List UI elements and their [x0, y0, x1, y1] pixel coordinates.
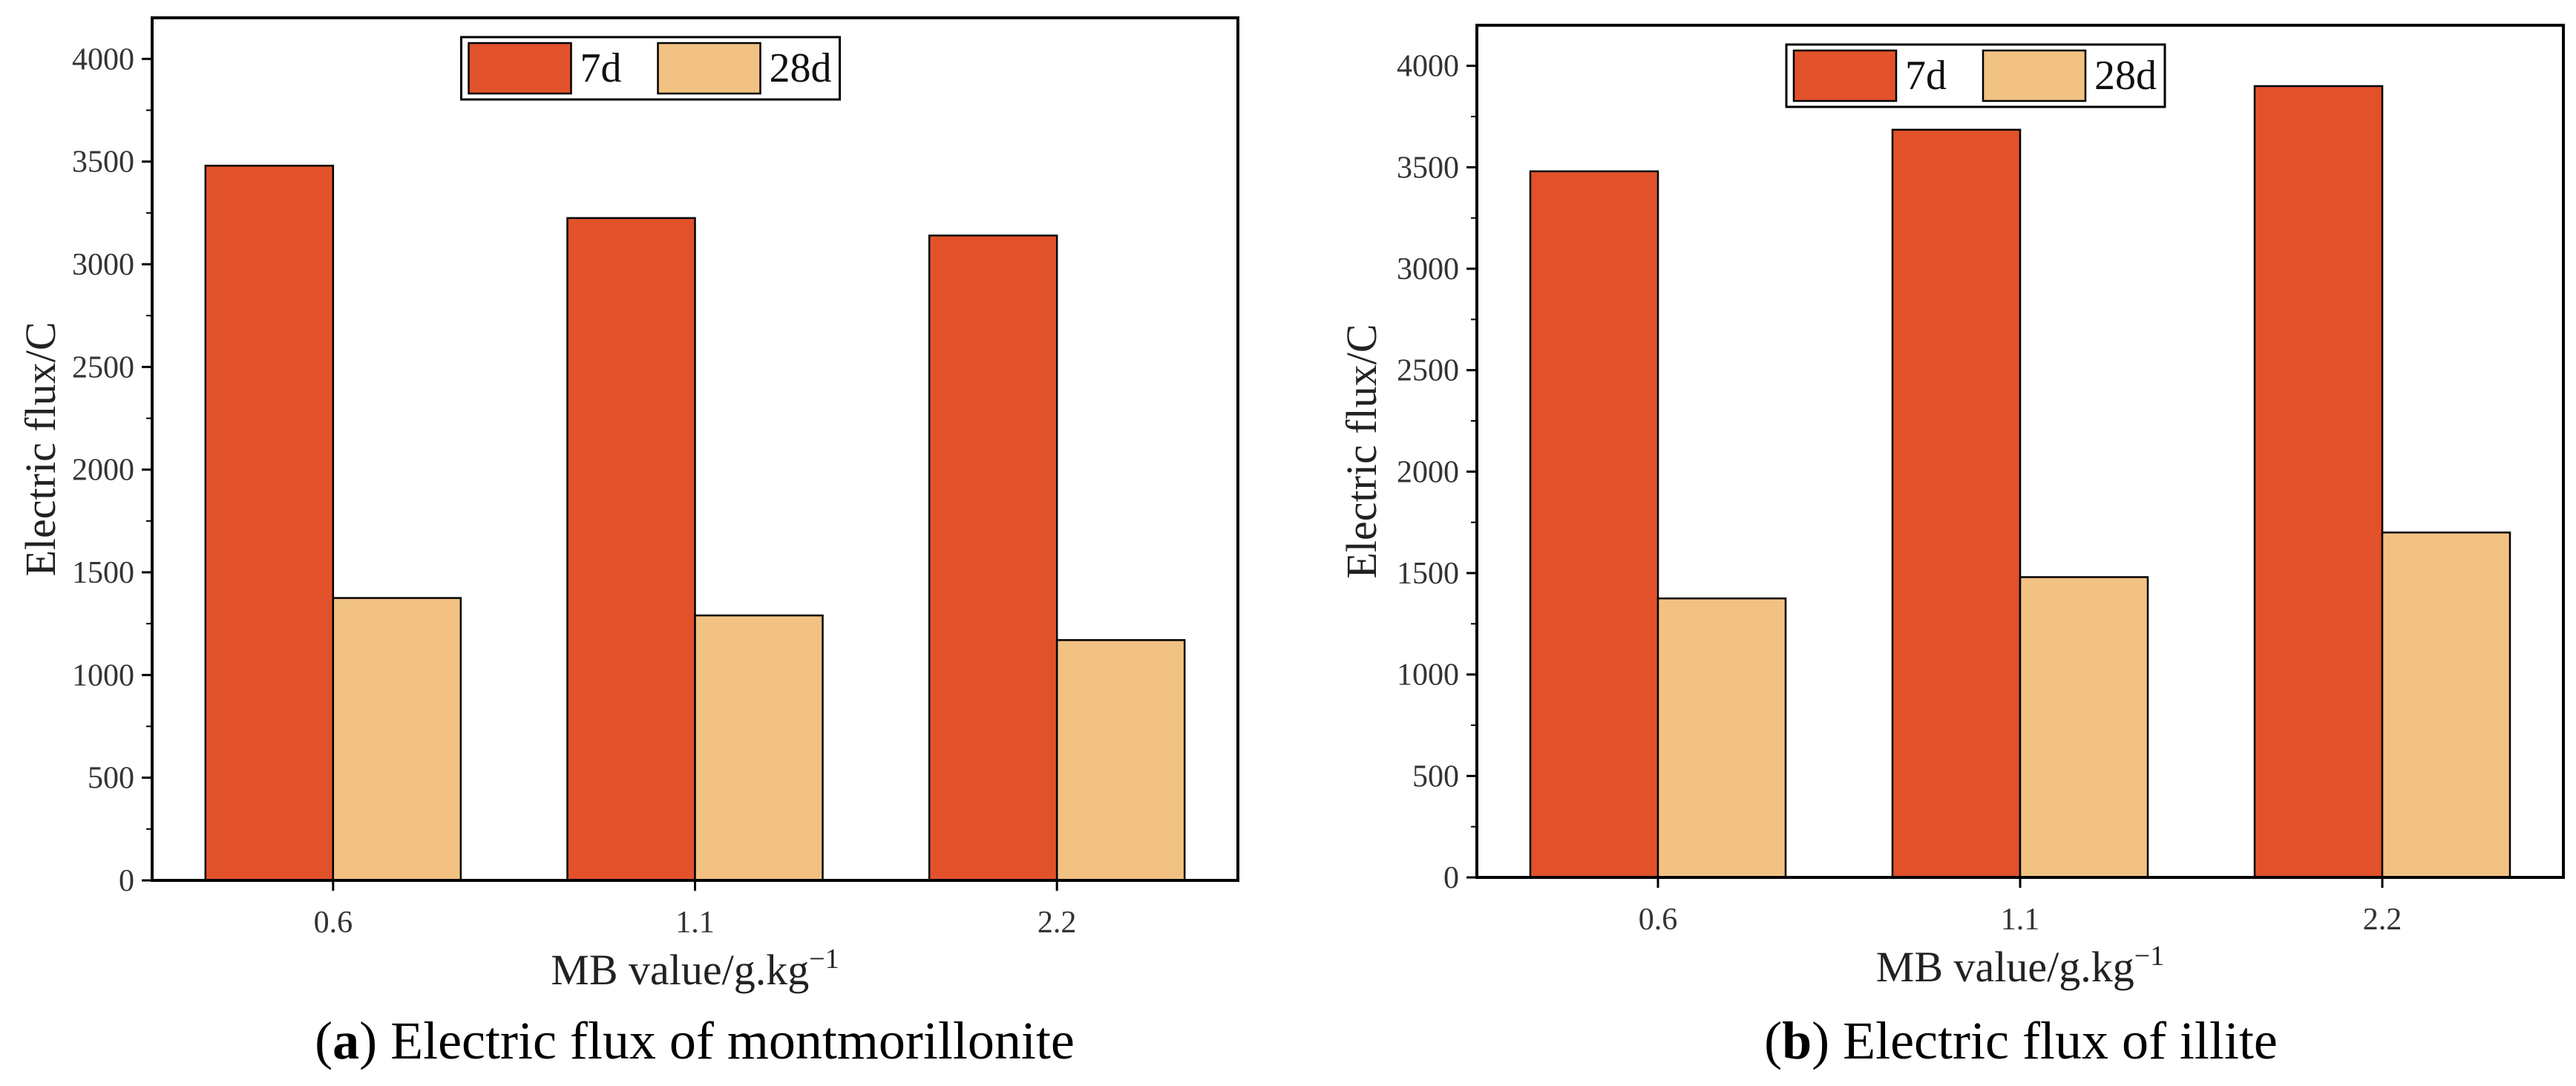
bar-7d-1.1 — [566, 217, 696, 882]
y-tick-label: 500 — [88, 762, 134, 796]
x-axis-label: MB value/g.kg−1 — [551, 943, 839, 994]
bar-28d-0.6 — [1656, 597, 1787, 879]
y-tick-label: 1000 — [1397, 658, 1459, 693]
y-tick-label: 4000 — [1397, 50, 1459, 84]
y-tick-label: 2500 — [72, 350, 134, 385]
chart-panel-a: 0.6 1.1 2.2 0 500 1000 1500 2000 2500 3000 3500 400… — [16, 16, 1239, 1070]
bar-7d-1.1 — [1891, 128, 2022, 879]
x-tick-label: 2.2 — [1038, 906, 1077, 940]
bar-28d-2.2 — [2381, 531, 2511, 879]
y-tick-label: 2000 — [1397, 455, 1459, 489]
y-tick-label: 1500 — [72, 556, 134, 590]
legend: 7d 28d — [460, 36, 841, 101]
y-tick-label: 4000 — [72, 42, 134, 76]
x-tick-label: 0.6 — [314, 906, 353, 940]
y-tick-label: 0 — [1443, 861, 1459, 895]
y-tick-label: 3000 — [1397, 252, 1459, 287]
bar-28d-1.1 — [2019, 576, 2149, 879]
y-tick-label: 2500 — [1397, 354, 1459, 388]
figure-caption-a: (a) Electric flux of montmorillonite — [315, 1011, 1075, 1070]
chart-panel-b: 0.6 1.1 2.2 0 500 1000 1500 2000 2500 3000 3500 400… — [1337, 24, 2565, 1070]
bar-7d-0.6 — [204, 164, 335, 882]
bar-7d-0.6 — [1529, 170, 1659, 879]
x-tick-label: 1.1 — [2001, 903, 2040, 937]
plot-frame — [1475, 24, 2565, 879]
y-tick-label: 3500 — [1397, 151, 1459, 185]
y-tick-label: 1500 — [1397, 557, 1459, 591]
bar-28d-2.2 — [1055, 639, 1186, 882]
legend: 7d 28d — [1785, 43, 2166, 108]
legend-swatch-7d — [468, 42, 572, 95]
y-tick-label: 3000 — [72, 248, 134, 282]
y-axis-label: Electric flux/C — [16, 321, 65, 576]
y-tick-label: 1000 — [72, 658, 134, 693]
x-tick-label: 0.6 — [1639, 903, 1678, 937]
x-tick-label: 1.1 — [675, 906, 715, 940]
y-tick-label: 0 — [119, 864, 134, 898]
y-tick-label: 2000 — [72, 454, 134, 488]
legend-swatch-28d — [657, 42, 761, 95]
legend-label-7d: 7d — [580, 45, 622, 91]
bar-28d-1.1 — [694, 614, 824, 882]
legend-label-28d: 28d — [2094, 53, 2157, 99]
y-tick-label: 3500 — [72, 145, 134, 180]
legend-swatch-28d — [1982, 49, 2087, 102]
y-axis-label: Electric flux/C — [1337, 324, 1386, 578]
legend-label-28d: 28d — [770, 45, 832, 91]
bar-7d-2.2 — [2253, 85, 2384, 879]
x-axis-label: MB value/g.kg−1 — [1876, 941, 2164, 991]
x-tick-label: 2.2 — [2363, 903, 2402, 937]
bar-7d-2.2 — [928, 235, 1058, 882]
y-tick-label: 500 — [1412, 759, 1459, 794]
legend-label-7d: 7d — [1905, 53, 1947, 99]
bar-28d-0.6 — [332, 597, 462, 882]
legend-swatch-7d — [1792, 49, 1898, 102]
plot-frame — [151, 16, 1239, 882]
figure-caption-b: (b) Electric flux of illite — [1764, 1011, 2278, 1070]
